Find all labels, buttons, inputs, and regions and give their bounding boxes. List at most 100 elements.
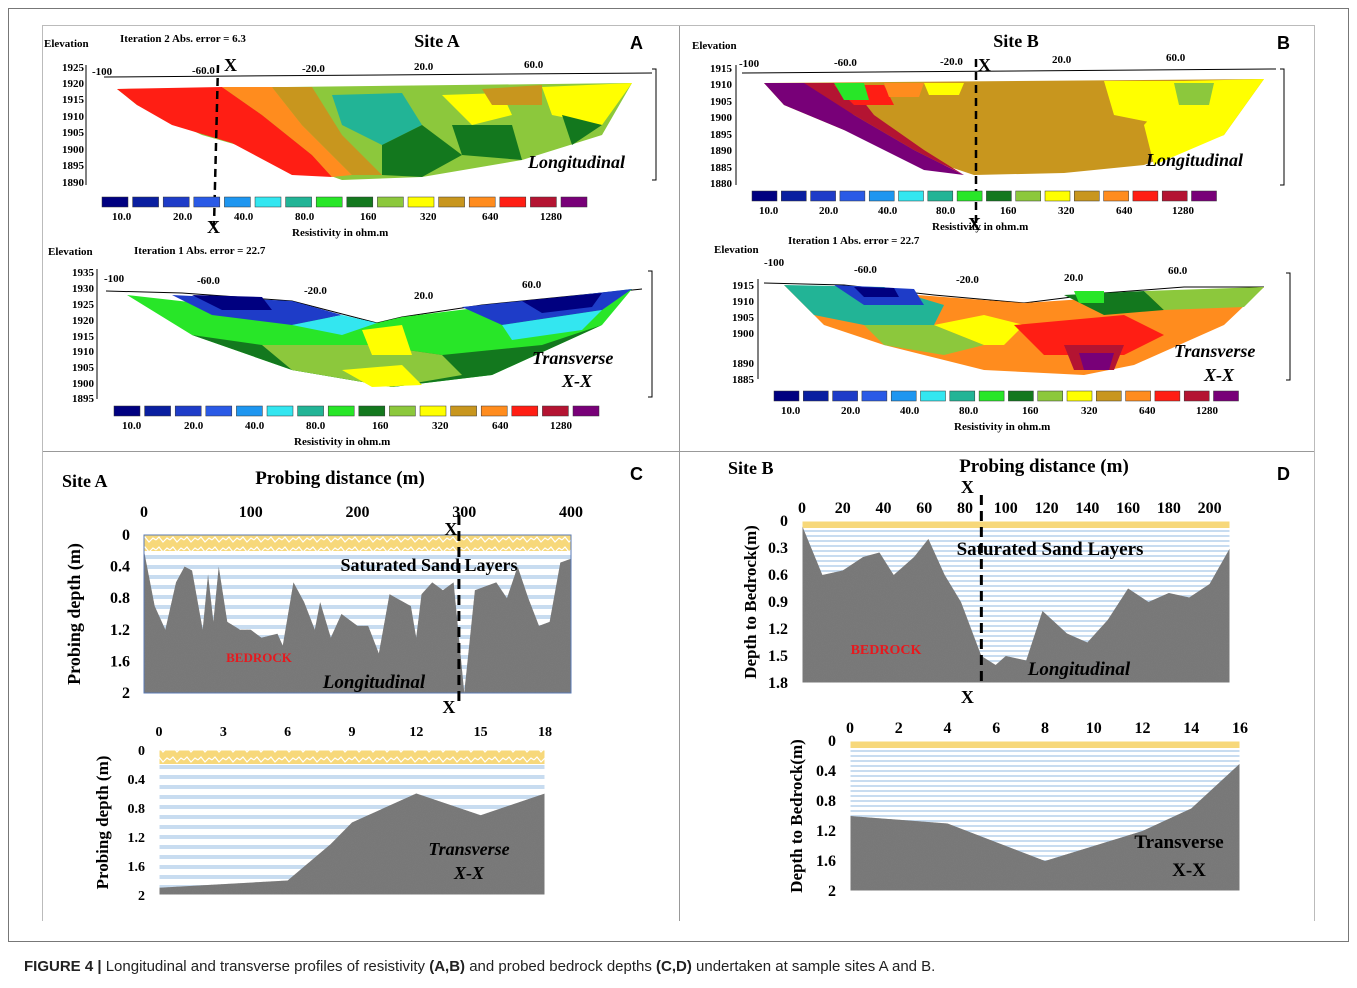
svg-text:1910: 1910 bbox=[732, 296, 755, 308]
scale-swatch bbox=[1183, 390, 1210, 402]
scale-swatch bbox=[1008, 390, 1034, 402]
svg-text:320: 320 bbox=[432, 420, 449, 432]
scale-swatch bbox=[174, 405, 202, 417]
scale-labels: 10.0 20.0 40.0 80.0 160 320 640 1280 bbox=[781, 405, 1219, 417]
svg-text:160: 160 bbox=[360, 211, 377, 223]
svg-text:1895: 1895 bbox=[72, 393, 95, 405]
x-tick-label: 40 bbox=[876, 500, 892, 517]
site-title: Site A bbox=[62, 471, 108, 491]
svg-text:320: 320 bbox=[1081, 405, 1098, 417]
scale-swatch bbox=[832, 390, 858, 402]
profile-label: Longitudinal bbox=[527, 152, 625, 172]
y-tick-label: 0.4 bbox=[816, 763, 836, 780]
panel-d-bedrock-depth-site-b: Site B Probing distance (m) 0 20 40 60 80 100… bbox=[728, 456, 1248, 900]
svg-text:1880: 1880 bbox=[710, 178, 733, 190]
svg-text:10.0: 10.0 bbox=[122, 420, 142, 432]
y-tick-label: 0.4 bbox=[128, 773, 146, 788]
section-mark-bottom: X bbox=[961, 687, 974, 707]
x-tick-label: 20 bbox=[835, 500, 851, 517]
scale-swatch bbox=[1161, 190, 1188, 202]
scale-title: Resistivity in ohm.m bbox=[292, 227, 388, 239]
scale-labels: 10.0 20.0 40.0 80.0 160 320 640 1280 bbox=[759, 205, 1195, 217]
figure-caption: FIGURE 4 | Longitudinal and transverse p… bbox=[24, 958, 935, 975]
svg-text:20.0: 20.0 bbox=[819, 205, 839, 217]
svg-text:40.0: 40.0 bbox=[234, 211, 254, 223]
transverse-depth-chart: 0 3 6 9 12 15 18 0 0.4 0.8 1.2 1.6 2 Probing depth (m… bbox=[93, 725, 552, 904]
scale-swatch bbox=[773, 390, 800, 402]
iteration-label: Iteration 2 Abs. error = 6.3 bbox=[120, 33, 246, 45]
profile-label-1: Transverse bbox=[1134, 832, 1223, 853]
y-axis-ticks: 1915 1910 1905 1900 1895 1890 1885 1880 bbox=[710, 63, 733, 190]
scale-swatch bbox=[572, 405, 600, 417]
x-tick-label: 100 bbox=[239, 504, 263, 521]
svg-text:1900: 1900 bbox=[732, 328, 755, 340]
svg-text:160: 160 bbox=[372, 420, 389, 432]
svg-text:1885: 1885 bbox=[732, 374, 755, 386]
panel-c-bedrock-depth-site-a: Site A Probing distance (m) 0 100 200 300 40… bbox=[62, 468, 583, 904]
svg-text:-20.0: -20.0 bbox=[956, 274, 979, 286]
svg-text:-60.0: -60.0 bbox=[854, 264, 877, 276]
y-tick-label: 0.6 bbox=[768, 567, 788, 584]
svg-text:40.0: 40.0 bbox=[245, 420, 265, 432]
x-tick-label: 6 bbox=[992, 720, 1000, 737]
scale-swatch bbox=[144, 405, 171, 417]
panel-letter-b: B bbox=[1277, 33, 1290, 53]
y-tick-label: 1.2 bbox=[768, 621, 788, 638]
y-tick-label: 2 bbox=[138, 889, 145, 904]
svg-text:20.0: 20.0 bbox=[1052, 54, 1072, 66]
svg-text:320: 320 bbox=[420, 211, 437, 223]
svg-text:160: 160 bbox=[1000, 205, 1017, 217]
y-tick-label: 1.6 bbox=[816, 853, 836, 870]
scale-swatch bbox=[236, 405, 263, 417]
x-tick-label: 4 bbox=[944, 720, 952, 737]
topsoil-band bbox=[159, 750, 545, 764]
svg-text:-20.0: -20.0 bbox=[304, 285, 327, 297]
panel-divider-horizontal bbox=[42, 451, 1314, 452]
scale-swatch bbox=[297, 405, 324, 417]
transverse-resistivity-section bbox=[127, 289, 632, 387]
svg-text:-100: -100 bbox=[92, 66, 113, 78]
svg-text:1915: 1915 bbox=[62, 94, 85, 106]
y-tick-label: 0 bbox=[828, 733, 836, 750]
y-tick-label: 1.2 bbox=[110, 622, 130, 639]
svg-text:-60.0: -60.0 bbox=[834, 57, 857, 69]
scale-swatch bbox=[1015, 190, 1041, 202]
x-tick-label: 100 bbox=[994, 500, 1018, 517]
x-tick-label: 14 bbox=[1183, 720, 1199, 737]
svg-text:60.0: 60.0 bbox=[1166, 52, 1186, 64]
section-mark-top: X bbox=[444, 519, 457, 539]
y-axis-ticks: 1935 1930 1925 1920 1915 1910 1905 1900 … bbox=[72, 267, 95, 405]
layer-label: Saturated Sand Layers bbox=[340, 555, 517, 575]
scale-swatch bbox=[1066, 390, 1093, 402]
svg-text:20.0: 20.0 bbox=[841, 405, 861, 417]
panel-divider-vertical bbox=[679, 25, 680, 921]
scale-swatch bbox=[781, 190, 807, 202]
y-tick-label: 1.6 bbox=[128, 860, 146, 875]
x-tick-label: 0 bbox=[156, 725, 163, 740]
transverse-resistivity-section bbox=[784, 285, 1264, 375]
svg-text:1910: 1910 bbox=[72, 346, 95, 358]
plot-border bbox=[849, 740, 1241, 892]
scale-swatch bbox=[751, 190, 778, 202]
scale-swatch bbox=[1103, 190, 1129, 202]
scale-swatch bbox=[560, 196, 588, 208]
bedrock-label: BEDROCK bbox=[851, 643, 922, 658]
scale-swatch bbox=[132, 196, 159, 208]
scale-swatch bbox=[1044, 190, 1071, 202]
svg-text:1925: 1925 bbox=[62, 62, 85, 74]
scale-swatch bbox=[920, 390, 946, 402]
iteration-label: Iteration 1 Abs. error = 22.7 bbox=[788, 235, 920, 247]
scale-swatch bbox=[978, 390, 1005, 402]
scale-swatch bbox=[480, 405, 508, 417]
x-tick-label: 18 bbox=[538, 725, 552, 740]
scale-swatch bbox=[1154, 390, 1181, 402]
svg-text:-60.0: -60.0 bbox=[197, 275, 220, 287]
x-tick-label: 140 bbox=[1075, 500, 1099, 517]
scale-swatch bbox=[861, 390, 888, 402]
svg-text:640: 640 bbox=[1139, 405, 1156, 417]
panel-b-resistivity-site-b: Site B Elevation -100 -60.0 -20.0 20.0 6… bbox=[692, 31, 1291, 433]
scale-swatch bbox=[868, 190, 895, 202]
y-axis-title: Depth to Bedrock(m) bbox=[787, 739, 806, 893]
profile-label-1: Transverse bbox=[428, 839, 509, 859]
scale-swatch bbox=[927, 190, 954, 202]
